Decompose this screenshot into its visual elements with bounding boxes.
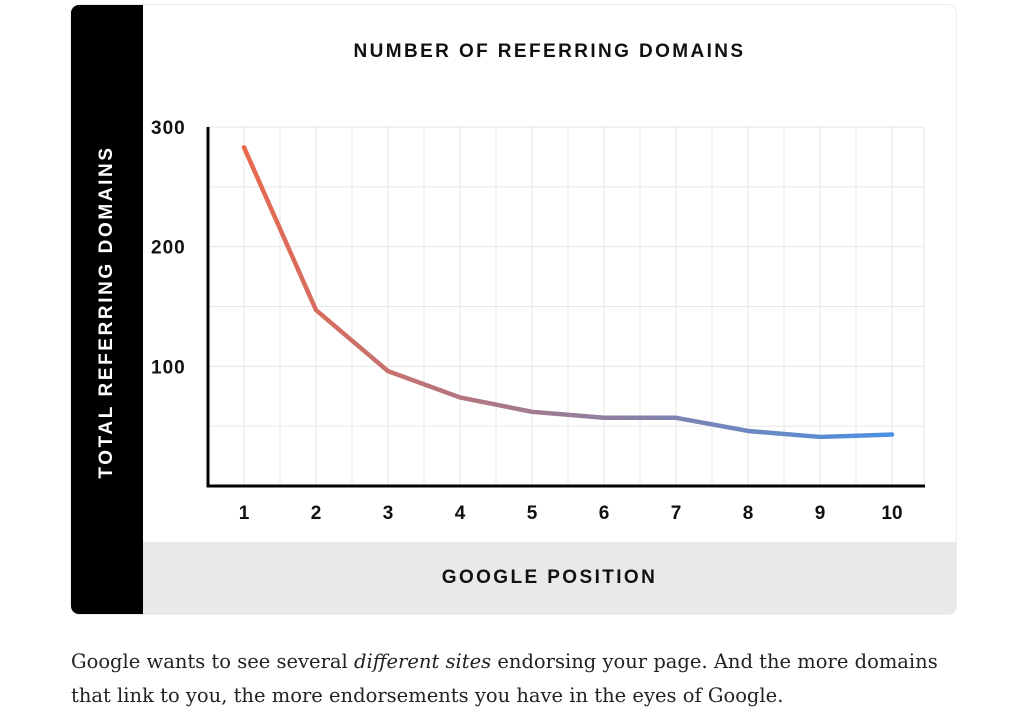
x-axis-label: GOOGLE POSITION (441, 567, 658, 588)
x-tick-label: 7 (671, 503, 682, 524)
line-chart: 100 200 300 1 2 3 4 5 6 7 8 9 10 (151, 118, 925, 524)
caption-text-2: endorsing your page. And the more domain… (71, 650, 938, 707)
x-tick-label: 9 (815, 503, 826, 524)
x-tick-label: 2 (311, 503, 322, 524)
x-tick-label: 4 (455, 503, 466, 524)
y-axis-label-bar: TOTAL REFERRING DOMAINS (71, 5, 143, 614)
grid (208, 126, 925, 486)
y-tick-label: 300 (151, 118, 186, 139)
axes (206, 127, 925, 488)
y-tick-label: 200 (151, 238, 186, 259)
x-tick-label: 8 (743, 503, 754, 524)
x-tick-label: 3 (383, 503, 394, 524)
series-group (241, 145, 895, 440)
caption: Google wants to see several different si… (71, 645, 971, 713)
x-tick-label: 6 (599, 503, 610, 524)
chart-card: TOTAL REFERRING DOMAINS NUMBER OF REFERR… (71, 5, 956, 614)
x-axis-label-bar: GOOGLE POSITION (143, 542, 956, 614)
x-tick-labels: 1 2 3 4 5 6 7 8 9 10 (239, 503, 903, 524)
y-tick-labels: 100 200 300 (151, 118, 186, 378)
x-tick-label: 5 (527, 503, 538, 524)
caption-emphasis: different sites (353, 650, 492, 673)
x-tick-label: 1 (239, 503, 250, 524)
series-line (241, 145, 895, 440)
caption-text-1: Google wants to see several (71, 650, 354, 673)
y-tick-label: 100 (151, 357, 186, 378)
x-tick-label: 10 (881, 503, 902, 524)
chart-title: NUMBER OF REFERRING DOMAINS (353, 41, 746, 62)
